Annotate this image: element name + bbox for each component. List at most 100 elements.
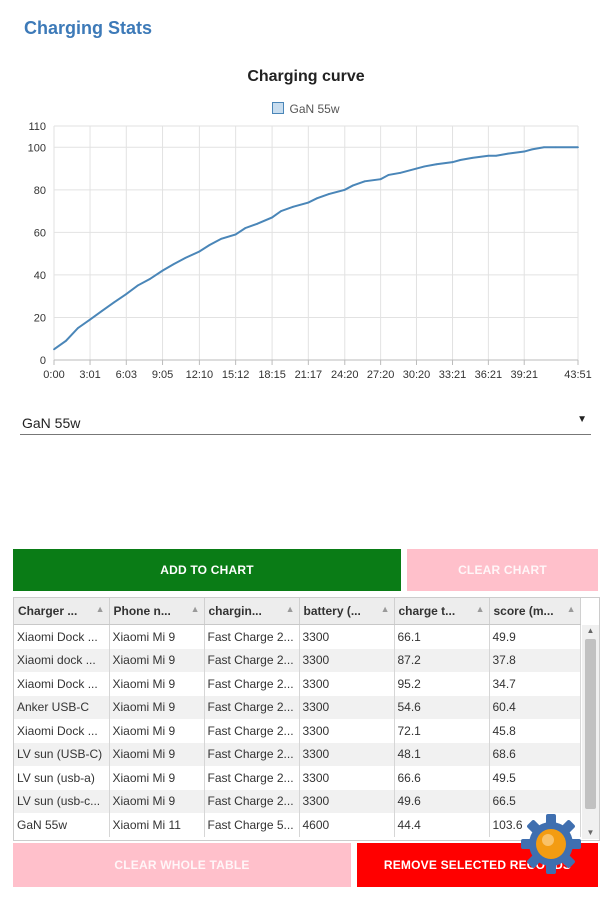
table-row[interactable]: LV sun (usb-c... Xiaomi Mi 9 Fast Charge 2… bbox=[14, 789, 581, 813]
table-row[interactable]: LV sun (USB-C) Xiaomi Mi 9 Fast Charge 2..… bbox=[14, 742, 581, 766]
data-point bbox=[292, 205, 294, 208]
data-point bbox=[125, 293, 128, 295]
table-cell: Xiaomi dock ... bbox=[14, 648, 110, 672]
column-header-label: score (m... bbox=[493, 604, 554, 618]
table-cell: Xiaomi Mi 9 bbox=[109, 672, 205, 696]
data-point bbox=[523, 150, 526, 153]
sort-up-icon[interactable]: ▲ bbox=[566, 604, 576, 614]
column-header[interactable]: charge t... ▲ bbox=[394, 598, 490, 625]
data-point bbox=[271, 216, 273, 219]
legend-swatch-icon bbox=[272, 102, 285, 114]
column-header-label: Phone n... bbox=[113, 604, 171, 618]
series-select[interactable]: GaN 55w ▼ bbox=[20, 412, 591, 435]
data-point bbox=[76, 327, 79, 329]
sort-up-icon[interactable]: ▲ bbox=[95, 604, 105, 614]
table-cell: 3300 bbox=[299, 624, 395, 649]
add-to-chart-button[interactable]: ADD TO CHART bbox=[13, 549, 401, 591]
x-tick-label: 43:51 bbox=[564, 369, 592, 381]
x-tick-label: 18:15 bbox=[258, 369, 286, 381]
column-header[interactable]: Phone n... ▲ bbox=[109, 598, 205, 625]
column-header[interactable]: Charger ... ▲ bbox=[14, 598, 110, 625]
data-point bbox=[198, 250, 201, 253]
y-tick-label: 40 bbox=[34, 270, 46, 282]
data-point bbox=[343, 188, 346, 191]
y-tick-label: 20 bbox=[34, 312, 46, 324]
column-header-label: battery (... bbox=[303, 604, 361, 618]
table-cell: Anker USB-C bbox=[14, 695, 110, 719]
sort-up-icon[interactable]: ▲ bbox=[285, 604, 295, 614]
gear-logo-icon bbox=[521, 814, 581, 874]
data-point bbox=[351, 184, 354, 187]
table-cell: Xiaomi Mi 9 bbox=[109, 695, 205, 719]
data-point bbox=[399, 171, 402, 174]
chart-legend[interactable]: GaN 55w bbox=[16, 102, 596, 116]
data-point bbox=[531, 148, 533, 151]
sort-up-icon[interactable]: ▲ bbox=[380, 604, 390, 614]
table-cell: LV sun (usb-c... bbox=[14, 789, 110, 813]
data-point bbox=[89, 318, 91, 321]
data-point bbox=[208, 244, 211, 247]
column-header[interactable]: battery (... ▲ bbox=[299, 598, 395, 625]
table-row[interactable]: Xiaomi dock ... Xiaomi Mi 9 Fast Charge 2.… bbox=[14, 648, 581, 672]
table-cell: 68.6 bbox=[489, 742, 581, 766]
table-cell: Xiaomi Mi 9 bbox=[109, 742, 205, 766]
y-tick-label: 80 bbox=[34, 185, 46, 197]
page-title: Charging Stats bbox=[24, 18, 153, 38]
table-cell: 3300 bbox=[299, 695, 395, 719]
data-point bbox=[172, 263, 175, 266]
clear-whole-table-button[interactable]: CLEAR WHOLE TABLE bbox=[13, 843, 351, 887]
table-cell: 3300 bbox=[299, 672, 395, 696]
table-cell: 45.8 bbox=[489, 719, 581, 743]
table-cell: Fast Charge 2... bbox=[204, 742, 300, 766]
sort-up-icon[interactable]: ▲ bbox=[475, 604, 485, 614]
data-point bbox=[100, 310, 103, 312]
column-header[interactable]: chargin... ▲ bbox=[204, 598, 300, 625]
clear-chart-button[interactable]: CLEAR CHART bbox=[407, 549, 598, 591]
table-row[interactable]: LV sun (usb-a) Xiaomi Mi 9 Fast Charge 2..… bbox=[14, 766, 581, 790]
data-point bbox=[423, 165, 426, 168]
table-row[interactable]: GaN 55w Xiaomi Mi 11 Fast Charge 5... 4600 4… bbox=[14, 813, 581, 837]
table-cell: Fast Charge 2... bbox=[204, 789, 300, 813]
table-cell: GaN 55w bbox=[14, 813, 110, 837]
data-point bbox=[577, 146, 579, 149]
column-header-label: charge t... bbox=[398, 604, 456, 618]
data-point bbox=[495, 154, 498, 157]
table-cell: Fast Charge 2... bbox=[204, 648, 300, 672]
data-point bbox=[65, 339, 67, 342]
scroll-thumb[interactable] bbox=[585, 639, 596, 809]
table-row[interactable]: Xiaomi Dock ... Xiaomi Mi 9 Fast Charge 2.… bbox=[14, 624, 581, 649]
data-point bbox=[136, 284, 139, 287]
table-cell: 4600 bbox=[299, 813, 395, 837]
table-cell: Fast Charge 2... bbox=[204, 766, 300, 790]
x-tick-label: 9:05 bbox=[152, 369, 173, 381]
table-cell: 48.1 bbox=[394, 742, 490, 766]
charging-curve-chart: Charging curve GaN 55w 0 20 40 60 80 100 110 0:… bbox=[16, 62, 596, 392]
sort-up-icon[interactable]: ▲ bbox=[190, 604, 200, 614]
scroll-up-icon[interactable]: ▲ bbox=[586, 626, 595, 635]
y-tick-label: 60 bbox=[34, 227, 46, 239]
table-cell: 66.6 bbox=[394, 766, 490, 790]
column-header[interactable]: score (m... ▲ bbox=[489, 598, 581, 625]
data-point bbox=[379, 178, 382, 181]
x-tick-label: 24:20 bbox=[331, 369, 359, 381]
x-tick-label: 30:20 bbox=[403, 369, 431, 381]
data-point bbox=[148, 278, 151, 281]
table-row[interactable]: Xiaomi Dock ... Xiaomi Mi 9 Fast Charge 2.… bbox=[14, 672, 581, 696]
table-cell: Xiaomi Mi 11 bbox=[109, 813, 205, 837]
table-row[interactable]: Anker USB-C Xiaomi Mi 9 Fast Charge 2... 33… bbox=[14, 695, 581, 719]
table-cell: 3300 bbox=[299, 719, 395, 743]
table-row[interactable]: Xiaomi Dock ... Xiaomi Mi 9 Fast Charge 2.… bbox=[14, 719, 581, 743]
table-cell: 66.1 bbox=[394, 624, 490, 649]
table-cell: Xiaomi Mi 9 bbox=[109, 719, 205, 743]
table-cell: LV sun (USB-C) bbox=[14, 742, 110, 766]
x-tick-label: 0:00 bbox=[43, 369, 64, 381]
table-cell: 49.6 bbox=[394, 789, 490, 813]
chart-plot: 0 20 40 60 80 100 110 0:00 3:01 6:03 9:05 12:10 15:1… bbox=[28, 121, 592, 381]
x-tick-label: 33:21 bbox=[439, 369, 467, 381]
table-cell: Xiaomi Dock ... bbox=[14, 672, 110, 696]
table-cell: 3300 bbox=[299, 648, 395, 672]
table-scrollbar[interactable]: ▲ ▼ bbox=[582, 625, 599, 839]
scroll-down-icon[interactable]: ▼ bbox=[586, 828, 595, 837]
table-cell: Xiaomi Mi 9 bbox=[109, 789, 205, 813]
table-cell: 44.4 bbox=[394, 813, 490, 837]
